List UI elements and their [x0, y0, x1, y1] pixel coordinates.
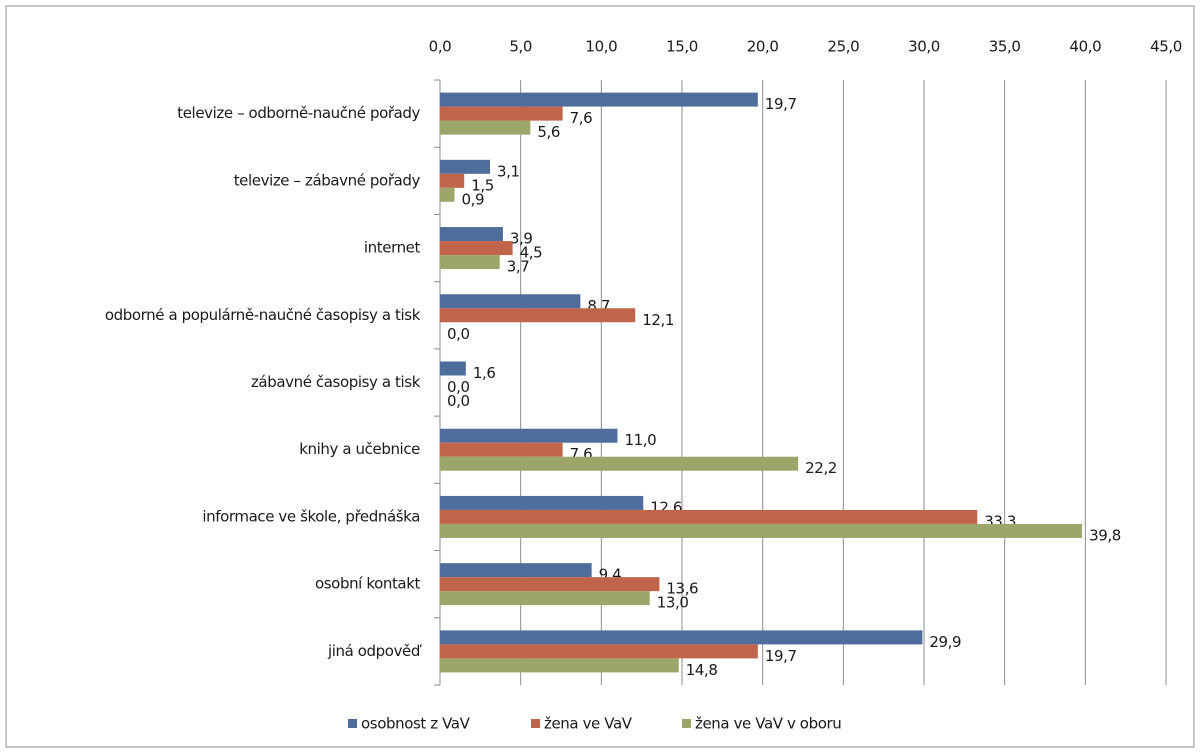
y-tick-label: televize – zábavné pořady [234, 171, 421, 189]
bar [440, 187, 455, 202]
value-label: 19,7 [765, 647, 797, 665]
bar [440, 106, 563, 121]
bar [440, 173, 465, 188]
value-label: 3,9 [510, 230, 533, 248]
bar [440, 92, 758, 107]
bar [440, 644, 758, 659]
value-label: 0,9 [462, 190, 485, 208]
value-label: 4,5 [520, 244, 543, 262]
bar [440, 658, 679, 673]
bar [440, 255, 500, 270]
value-label: 0,0 [447, 378, 470, 396]
value-label: 0,0 [447, 392, 470, 410]
bar [440, 361, 466, 376]
value-label: 0,0 [447, 325, 470, 343]
x-tick-label: 0,0 [429, 38, 452, 56]
bar [440, 227, 503, 242]
x-tick-label: 35,0 [989, 38, 1021, 56]
legend-marker [531, 719, 540, 728]
x-tick-label: 45,0 [1150, 38, 1182, 56]
y-tick-label: osobní kontakt [315, 575, 421, 593]
bar [440, 159, 491, 174]
x-tick-label: 40,0 [1069, 38, 1101, 56]
bar [440, 577, 660, 592]
bar [440, 308, 636, 323]
value-label: 1,6 [473, 364, 496, 382]
bar [440, 428, 618, 443]
legend-label: žena ve VaV [544, 715, 633, 733]
bar [440, 120, 531, 135]
value-label: 7,6 [570, 109, 593, 127]
value-label: 14,8 [686, 661, 718, 679]
value-label: 3,1 [497, 162, 520, 180]
value-label: 22,2 [805, 459, 837, 477]
legend-marker [348, 719, 357, 728]
chart-frame [5, 5, 1195, 748]
value-label: 13,6 [666, 580, 698, 598]
x-tick-label: 15,0 [666, 38, 698, 56]
x-tick-label: 5,0 [509, 38, 532, 56]
x-tick-label: 20,0 [747, 38, 779, 56]
y-tick-label: jiná odpověď [327, 642, 422, 660]
bar [440, 442, 563, 457]
y-tick-label: informace ve škole, přednáška [202, 507, 420, 525]
bar [440, 523, 1083, 538]
bar [440, 241, 513, 256]
y-tick-label: internet [364, 239, 421, 257]
bar [440, 630, 923, 645]
value-label: 19,7 [765, 95, 797, 113]
bar [440, 456, 799, 471]
legend-marker [682, 719, 691, 728]
value-label: 1,5 [471, 176, 494, 194]
value-label: 13,0 [657, 594, 689, 612]
y-tick-label: televize – odborně-naučné pořady [177, 104, 420, 122]
bar [440, 563, 592, 578]
value-label: 29,9 [929, 633, 961, 651]
value-label: 11,0 [624, 431, 656, 449]
bar [440, 591, 650, 606]
bar [440, 294, 581, 309]
legend-label: osobnost z VaV [361, 715, 471, 733]
value-label: 3,7 [507, 258, 530, 276]
value-label: 5,6 [537, 123, 560, 141]
value-label: 39,8 [1089, 526, 1121, 544]
y-tick-label: knihy a učebnice [299, 440, 420, 458]
y-tick-label: odborné a populárně-naučné časopisy a ti… [105, 306, 421, 324]
x-tick-label: 30,0 [908, 38, 940, 56]
x-tick-label: 10,0 [585, 38, 617, 56]
y-tick-label: zábavné časopisy a tisk [251, 373, 421, 391]
x-tick-label: 25,0 [827, 38, 859, 56]
legend-label: žena ve VaV v oboru [695, 715, 841, 733]
value-label: 12,1 [642, 311, 674, 329]
bar [440, 509, 978, 524]
bar [440, 495, 644, 510]
